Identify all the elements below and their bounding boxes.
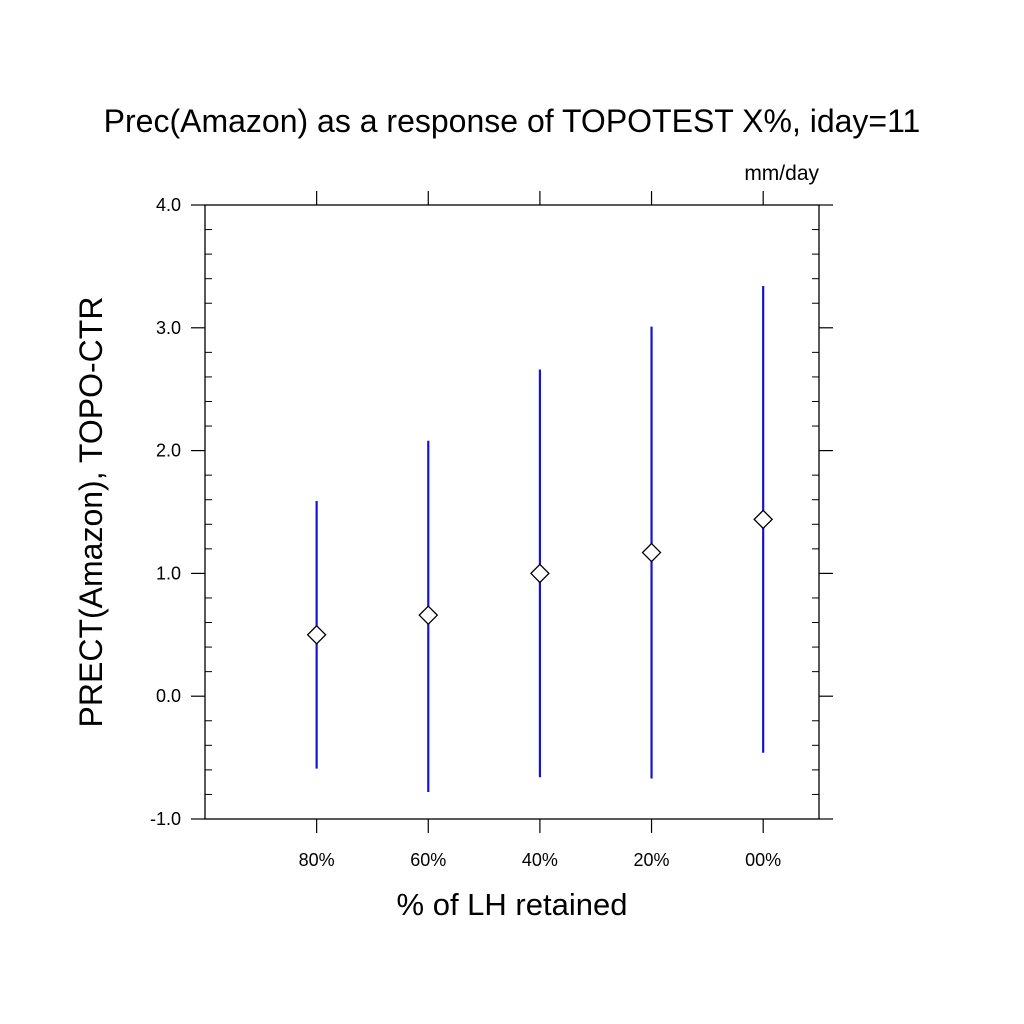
chart-title: Prec(Amazon) as a response of TOPOTEST X… bbox=[104, 103, 921, 139]
x-tick-label: 20% bbox=[634, 850, 670, 870]
y-axis-label: PRECT(Amazon), TOPO-CTR bbox=[73, 297, 109, 728]
y-tick-label: 3.0 bbox=[156, 318, 181, 338]
x-tick-label: 00% bbox=[745, 850, 781, 870]
diamond-marker bbox=[641, 542, 662, 563]
x-tick-label: 60% bbox=[410, 850, 446, 870]
axes: -1.0 0.0 1.0 2.0 3.0 4.0 80% 60% 40% 20% 00% bbox=[150, 191, 833, 870]
y-tick-label: 2.0 bbox=[156, 441, 181, 461]
y-tick-label: -1.0 bbox=[150, 809, 181, 829]
x-axis-label: % of LH retained bbox=[397, 887, 628, 922]
plot-marks bbox=[306, 286, 774, 792]
x-tick-label: 80% bbox=[299, 850, 335, 870]
diamond-marker bbox=[753, 509, 774, 530]
x-tick-label: 40% bbox=[522, 850, 558, 870]
diamond-marker bbox=[529, 563, 550, 584]
diamond-marker bbox=[418, 605, 439, 626]
y-tick-label: 1.0 bbox=[156, 563, 181, 583]
plot-frame bbox=[204, 204, 820, 820]
diamond-marker bbox=[306, 624, 327, 645]
units-label: mm/day bbox=[744, 162, 819, 185]
y-tick-label: 4.0 bbox=[156, 195, 181, 215]
y-tick-label: 0.0 bbox=[156, 686, 181, 706]
